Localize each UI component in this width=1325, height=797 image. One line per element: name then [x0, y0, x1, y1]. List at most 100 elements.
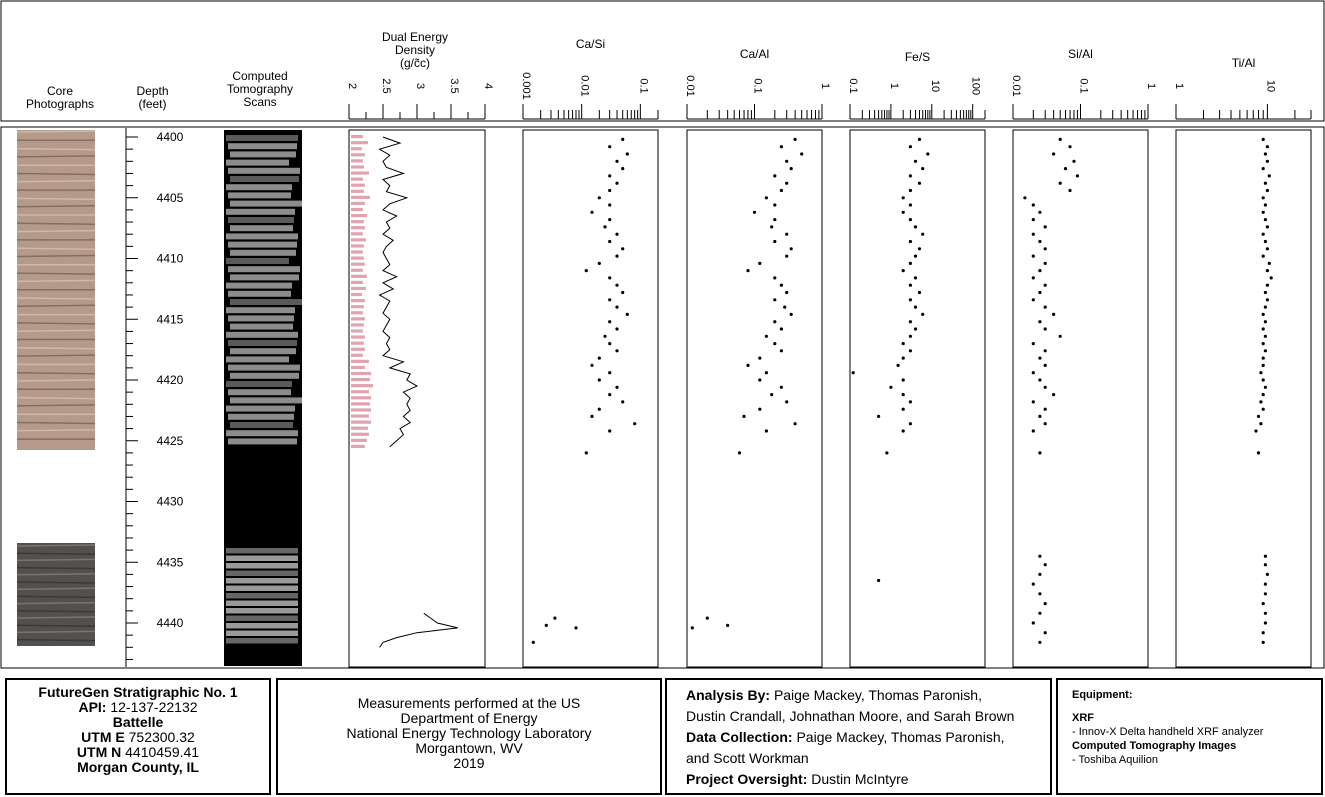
data-point	[1261, 137, 1265, 141]
density-header: Dual Energy Density (g/c̃c)	[381, 30, 449, 70]
core-photo-band	[16, 247, 96, 250]
data-point	[773, 203, 777, 207]
density-shade	[351, 201, 365, 206]
x-tick-label: 100	[970, 77, 982, 95]
data-point	[1269, 276, 1273, 280]
core-photo-band	[16, 552, 96, 555]
core-photo-band	[16, 297, 96, 300]
density-shade	[351, 378, 370, 382]
data-point	[1038, 554, 1042, 558]
density-shade	[351, 250, 363, 254]
data-point	[608, 218, 612, 222]
data-point	[590, 210, 594, 214]
ct-scan-slice	[230, 299, 302, 305]
ct-scans-header: Computed Tomography Scans	[226, 69, 294, 109]
data-point	[603, 334, 607, 338]
data-point	[908, 203, 913, 207]
core-photographs	[16, 130, 96, 646]
panel-si-al: Si/Al 0.01 0.1 1	[1010, 47, 1157, 668]
data-point	[1263, 385, 1267, 389]
depth-tick-label: 4420	[157, 373, 184, 387]
data-point	[913, 305, 918, 309]
data-point	[1058, 137, 1062, 141]
data-point	[908, 188, 913, 193]
ct-scan-slice	[226, 159, 289, 166]
ct-scan-slice	[226, 381, 292, 387]
density-shade	[351, 280, 363, 284]
core-photo-band	[16, 347, 96, 350]
data-point	[615, 349, 619, 353]
data-point	[877, 578, 881, 583]
panel-frame	[849, 129, 986, 668]
data-point	[597, 407, 601, 411]
x-tick-label: 0.1	[752, 78, 764, 93]
density-shade	[351, 183, 365, 187]
data-point	[908, 261, 913, 265]
data-point	[1263, 592, 1267, 596]
data-point	[1263, 152, 1267, 156]
data-point	[785, 232, 789, 236]
ct-scan-slice	[228, 217, 294, 223]
data-point	[758, 356, 762, 360]
density-shade	[351, 329, 363, 333]
data-point	[917, 290, 922, 295]
utm-n-line: UTM N 4410459.41	[7, 745, 269, 760]
data-point	[608, 276, 612, 280]
panel-title: Ti/Al	[1232, 56, 1256, 70]
core-photo-band	[16, 404, 96, 407]
data-point	[574, 626, 578, 630]
ct-scans	[224, 130, 302, 666]
data-point	[921, 312, 925, 316]
density-shade	[351, 365, 365, 370]
data-point	[908, 283, 913, 287]
data-point	[1043, 407, 1047, 411]
density-shade	[351, 195, 370, 199]
data-point	[603, 225, 607, 229]
density-shade	[351, 135, 363, 139]
data-point	[785, 181, 789, 185]
x-tick-label: 3.5	[448, 78, 460, 93]
panel-frame	[522, 129, 659, 668]
density-shade	[351, 390, 369, 394]
density-shade	[351, 341, 364, 345]
data-point	[1043, 305, 1047, 309]
x-tick-label: 10	[1264, 80, 1276, 92]
utm-n-value: 4410459.41	[125, 744, 200, 760]
data-point	[1043, 349, 1047, 353]
core-photo-band	[16, 566, 96, 570]
x-tick-label: 1	[888, 83, 900, 89]
core-photo-band	[16, 601, 96, 605]
panel-fe-s: Fe/S 0.1 1 10 100	[847, 50, 986, 668]
density-shade	[351, 189, 364, 193]
xrf-device: - Innov-X Delta handheld XRF analyzer	[1072, 726, 1264, 738]
density-shade	[351, 213, 367, 218]
data-point	[1265, 247, 1269, 251]
data-point	[615, 305, 619, 309]
data-point	[597, 196, 601, 200]
ct-scan-slice	[230, 249, 296, 256]
utm-e-value: 752300.32	[128, 729, 195, 745]
data-point	[793, 422, 797, 426]
data-point	[908, 239, 913, 244]
data-point	[1256, 451, 1261, 455]
data-point	[1058, 181, 1062, 185]
density-shade	[351, 147, 362, 151]
data-point	[908, 349, 913, 353]
ct-scan-slice	[230, 372, 299, 379]
data-point	[1038, 320, 1042, 324]
data-point	[1265, 298, 1269, 302]
core-photo-band	[16, 279, 96, 283]
core-photo-band	[16, 130, 96, 133]
data-point	[758, 378, 762, 382]
ct-scan-slice	[226, 282, 292, 289]
data-point	[590, 363, 594, 367]
x-tick-label: 0.01	[579, 75, 591, 96]
data-point	[1263, 218, 1267, 222]
density-shade	[351, 353, 363, 357]
panel-ca-al: Ca/Al 0.01 0.1 1	[684, 47, 831, 668]
data-point	[764, 196, 769, 200]
data-point	[1052, 393, 1056, 397]
data-point	[705, 616, 709, 620]
ct-scan-slice	[226, 548, 298, 554]
data-point	[779, 327, 784, 331]
